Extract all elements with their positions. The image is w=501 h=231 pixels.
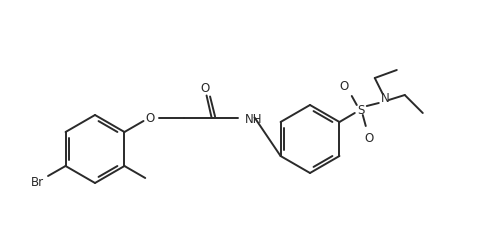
Text: O: O (363, 131, 373, 144)
Text: N: N (380, 92, 388, 105)
Text: O: O (199, 82, 209, 94)
Text: O: O (339, 79, 348, 92)
Text: Br: Br (31, 176, 44, 189)
Text: S: S (356, 104, 364, 117)
Text: NH: NH (244, 112, 262, 125)
Text: O: O (145, 112, 154, 125)
